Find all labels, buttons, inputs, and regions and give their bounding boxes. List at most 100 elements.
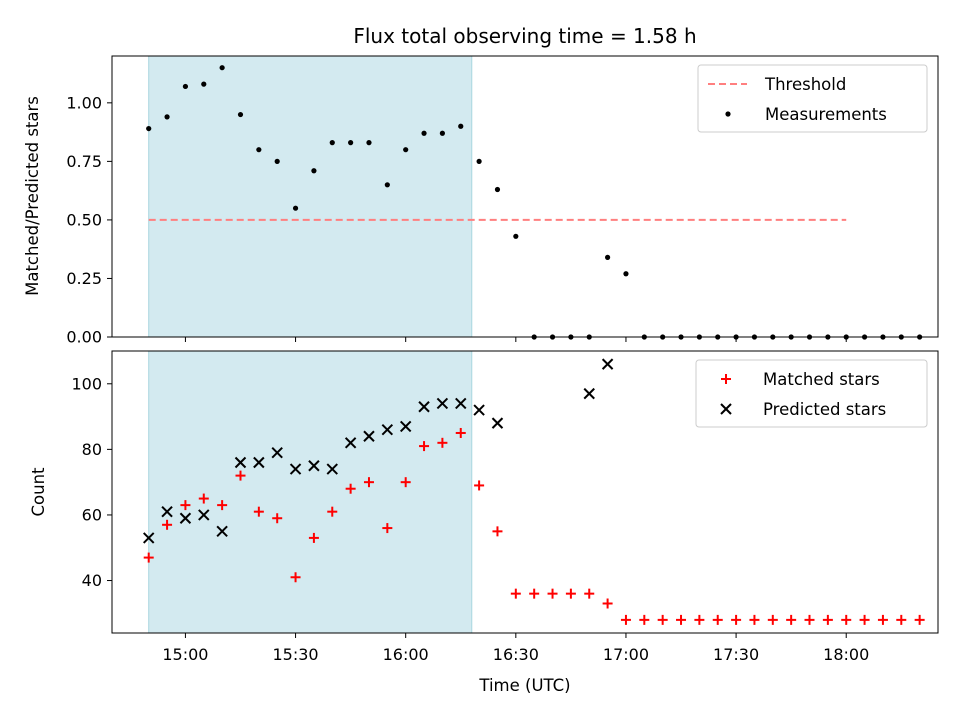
bottom-panel-ylabel: Count xyxy=(29,467,48,517)
matched-point-31 xyxy=(712,614,723,625)
matched-point-5 xyxy=(235,470,246,481)
chart-title: Flux total observing time = 1.58 h xyxy=(353,24,696,48)
measurement-point-6 xyxy=(256,147,262,153)
predicted-point-15 xyxy=(418,401,430,413)
bottom-legend-box xyxy=(695,359,928,428)
highlight-span-top xyxy=(148,55,473,338)
panel0-y-tick-label-0: 0.00 xyxy=(66,328,102,347)
matched-point-30 xyxy=(694,614,705,625)
panel1-y-tick-label-3: 100 xyxy=(71,374,102,393)
matched-point-12 xyxy=(363,477,374,488)
matched-point-42 xyxy=(914,614,925,625)
bottom-panel-frame xyxy=(111,350,939,634)
top-panel-x-ticks xyxy=(184,337,847,342)
predicted-point-7 xyxy=(271,446,283,459)
matched-point-29 xyxy=(676,614,687,625)
matched-point-10 xyxy=(327,506,338,517)
measurement-point-3 xyxy=(201,81,207,87)
predicted-point-11 xyxy=(344,437,357,449)
predicted-point-1 xyxy=(161,505,173,518)
measurement-point-16 xyxy=(439,130,445,136)
measurement-point-10 xyxy=(329,140,335,146)
bottom-legend: Matched stars Predicted stars xyxy=(695,359,928,428)
bottom-panel-x-axis: 15:00 15:30 16:00 16:30 17:00 17:30 18:00 xyxy=(162,633,869,664)
predicted-point-19 xyxy=(491,417,504,429)
predicted-point-6 xyxy=(253,456,265,469)
x-tick-label-3: 16:30 xyxy=(493,645,539,664)
predicted-point-18 xyxy=(473,404,485,416)
matched-point-16 xyxy=(437,437,448,448)
matched-point-15 xyxy=(419,441,430,452)
matched-point-41 xyxy=(896,614,907,625)
matched-point-39 xyxy=(859,614,870,625)
matched-point-27 xyxy=(639,614,650,625)
matched-point-36 xyxy=(804,614,815,625)
measurement-point-5 xyxy=(237,111,244,118)
panel1-y-tick-label-1: 60 xyxy=(82,505,102,524)
matched-point-23 xyxy=(565,588,576,599)
matched-point-38 xyxy=(841,614,852,625)
matched-point-26 xyxy=(620,614,631,625)
matched-point-34 xyxy=(767,614,778,625)
measurement-point-4 xyxy=(219,65,225,71)
measurement-point-20 xyxy=(513,233,519,239)
top-panel-ylabel: Matched/Predicted stars xyxy=(23,96,42,296)
matched-point-4 xyxy=(217,500,228,511)
bottom-panel-y-axis: 40 60 80 100 xyxy=(71,374,112,590)
predicted-point-20 xyxy=(583,387,595,400)
predicted-point-14 xyxy=(399,420,412,433)
measurement-point-7 xyxy=(274,158,280,164)
matched-point-18 xyxy=(474,480,485,491)
top-panel-y-axis: 0.00 0.25 0.50 0.75 1.00 xyxy=(66,93,112,347)
matched-point-19 xyxy=(492,526,503,537)
matched-point-22 xyxy=(547,588,558,599)
measurement-point-15 xyxy=(421,130,427,136)
predicted-point-3 xyxy=(198,509,210,521)
bottom-panel: 15:00 15:30 16:00 16:30 17:00 17:30 18:00 40 60… xyxy=(29,350,939,695)
predicted-point-4 xyxy=(216,525,228,538)
top-legend: Threshold Measurements xyxy=(697,64,928,133)
measurement-point-0 xyxy=(146,125,152,132)
panel0-y-tick-label-1: 0.25 xyxy=(66,269,102,288)
measurement-point-25 xyxy=(605,254,611,260)
legend-matched-swatch xyxy=(721,374,731,384)
matched-point-24 xyxy=(584,588,595,599)
legend-matched-label: Matched stars xyxy=(763,370,880,389)
predicted-point-21 xyxy=(601,358,614,370)
panel0-y-tick-label-2: 0.50 xyxy=(66,210,102,229)
x-tick-label-4: 17:00 xyxy=(603,645,649,664)
matched-point-25 xyxy=(602,598,613,609)
x-tick-label-2: 16:00 xyxy=(383,645,429,664)
x-tick-label-6: 18:00 xyxy=(823,645,869,664)
panel0-y-tick-label-3: 0.75 xyxy=(66,152,102,171)
matched-point-3 xyxy=(198,493,209,504)
matched-point-13 xyxy=(382,523,393,534)
measurement-point-9 xyxy=(311,168,317,174)
matched-point-33 xyxy=(749,614,760,625)
measurement-point-26 xyxy=(623,271,629,277)
matched-point-8 xyxy=(290,572,301,583)
bottom-panel-series xyxy=(143,358,925,625)
predicted-point-10 xyxy=(326,463,338,475)
predicted-point-16 xyxy=(436,397,449,410)
matched-point-6 xyxy=(253,506,264,517)
measurement-point-12 xyxy=(366,140,372,146)
x-axis-label: Time (UTC) xyxy=(478,676,570,695)
measurement-point-13 xyxy=(384,182,390,188)
legend-measurements-swatch xyxy=(725,111,731,117)
measurement-point-8 xyxy=(292,205,299,211)
measurement-point-18 xyxy=(476,158,482,164)
panel1-y-tick-label-0: 40 xyxy=(82,571,102,590)
matched-point-0 xyxy=(143,552,154,563)
matched-point-1 xyxy=(162,519,173,530)
predicted-point-2 xyxy=(179,512,192,524)
predicted-point-17 xyxy=(455,397,467,410)
matched-point-14 xyxy=(400,477,411,488)
matched-point-9 xyxy=(308,532,319,543)
matched-point-7 xyxy=(272,513,283,524)
matched-point-17 xyxy=(455,427,466,438)
measurement-point-1 xyxy=(164,114,170,120)
predicted-point-9 xyxy=(308,460,320,472)
legend-predicted-swatch xyxy=(720,403,732,415)
